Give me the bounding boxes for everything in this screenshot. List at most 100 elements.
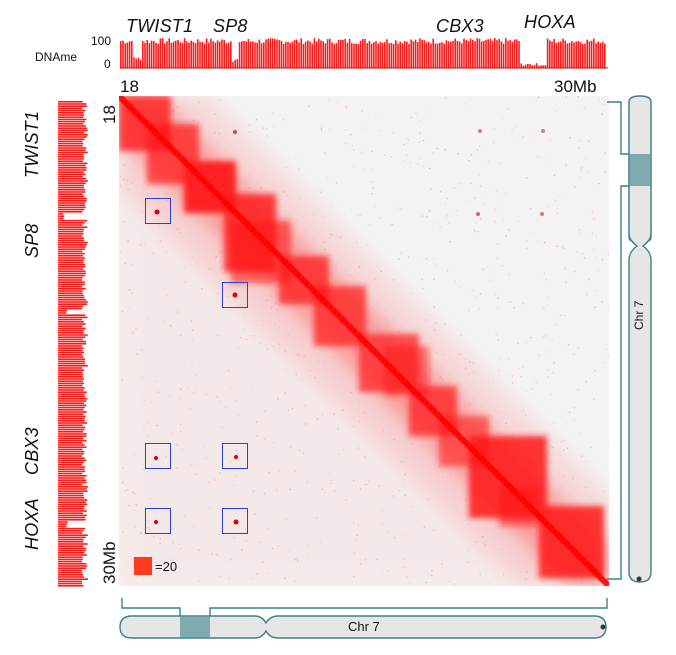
hic-noise-pixel [497, 297, 498, 298]
dnam-left-bar [58, 246, 86, 248]
dnam-left-bar [58, 268, 83, 270]
hic-noise-pixel [490, 280, 491, 281]
hic-noise-pixel [426, 216, 427, 217]
dnam-left-bar [58, 160, 83, 162]
dnam-left-bar [58, 233, 84, 235]
dnam-left-bar [58, 110, 85, 112]
dnam-left-bar [58, 141, 83, 143]
dnam-top-bar [327, 39, 329, 68]
dnam-left-bar [58, 512, 83, 514]
hic-noise-pixel [472, 290, 473, 291]
dnam-top-bar [490, 39, 492, 69]
hic-noise-pixel [566, 97, 567, 98]
dnam-top-bar [454, 39, 456, 68]
dnam-left-bar [58, 468, 85, 470]
hic-noise-pixel [419, 142, 420, 143]
hic-noise-pixel [579, 140, 580, 141]
dnam-top-bar [375, 41, 377, 68]
dnam-top-bar [270, 38, 272, 68]
dnam-top-bar [432, 39, 434, 68]
dnam-top-bar [197, 39, 199, 68]
dnam-top-bar [457, 41, 459, 68]
dnam-left-bar [58, 211, 83, 213]
hic-noise-pixel [220, 99, 221, 100]
dnam-left-bar [58, 187, 84, 189]
dnam-top-bar [175, 41, 177, 68]
dnam-top-bar [314, 38, 316, 68]
hic-noise-pixel [371, 181, 372, 182]
dnam-left-bar [58, 202, 85, 204]
dnam-left-bar [58, 462, 84, 464]
dnam-left-bar [58, 266, 85, 268]
dnam-left-bar [58, 330, 84, 332]
dnam-top-bar [435, 44, 437, 69]
dnam-left-bar [58, 409, 84, 411]
hic-noise-pixel [588, 141, 589, 142]
dnam-top-bar [450, 42, 452, 68]
dnam-top-bar [349, 39, 351, 68]
dnam-left-bar [58, 537, 86, 539]
dnam-left-bar [58, 418, 85, 420]
dnam-top-bar [560, 42, 562, 69]
dnam-top-bar [142, 41, 144, 68]
dnam-top-bar [549, 40, 551, 68]
dnam-left-bar [58, 229, 84, 231]
hic-noise-pixel [454, 188, 455, 189]
dnam-top-bar [584, 44, 586, 68]
dnam-top-bar [514, 40, 516, 69]
hic-noise-pixel [249, 131, 250, 132]
hic-noise-pixel [599, 183, 600, 184]
dnam-left-bar [58, 451, 84, 453]
gene-label-left-cbx3: CBX3 [22, 427, 43, 475]
hic-noise-pixel [546, 351, 547, 352]
dnam-left-bar [58, 156, 84, 158]
hic-noise-pixel [555, 200, 556, 201]
hic-noise-pixel [497, 340, 498, 341]
dnam-top-bar [556, 43, 558, 68]
dnam-top-bar [129, 41, 131, 68]
dnam-top-bar [380, 42, 382, 68]
hic-noise-pixel [507, 108, 508, 109]
chromosome-ideogram-vertical [605, 92, 665, 592]
dnam-top-bar [347, 43, 349, 68]
hic-noise-pixel [594, 370, 595, 371]
hic-noise-pixel [408, 139, 409, 140]
hic-noise-pixel [345, 130, 346, 131]
dnam-top-bar [272, 38, 274, 68]
hic-noise-pixel [529, 136, 530, 137]
dnam-top-bar [164, 43, 166, 68]
dnam-top-bar [325, 43, 327, 68]
dnam-top-bar [215, 43, 217, 68]
hic-noise-pixel [493, 142, 494, 143]
dnam-top-bar [593, 39, 595, 68]
hic-noise-pixel [466, 201, 467, 202]
hic-noise-pixel [373, 188, 374, 189]
hic-noise-pixel [516, 125, 517, 126]
dnam-left-bar [58, 306, 83, 308]
dnam-left-bar [58, 350, 83, 352]
dnam-left-bar [58, 176, 83, 178]
hic-noise-pixel [538, 355, 539, 356]
dnam-left-bar [58, 565, 87, 567]
dnam-left-bar [58, 244, 87, 246]
hic-noise-pixel [478, 308, 479, 309]
hic-noise-pixel [544, 242, 545, 243]
hic-noise-pixel [530, 208, 531, 209]
dnam-left-bar [58, 235, 82, 237]
hic-noise-pixel [352, 145, 353, 146]
dnam-left-bar [58, 127, 87, 129]
dnam-top-bar [243, 41, 245, 68]
dnam-top-bar [492, 41, 494, 68]
dnam-top-bar [199, 42, 201, 68]
zoom-connector-right [210, 598, 607, 616]
hic-noise-pixel [308, 105, 309, 106]
dnam-top-bar [503, 44, 505, 69]
hic-noise-pixel [429, 210, 430, 211]
dnam-top-bar [558, 42, 560, 68]
hic-noise-pixel [356, 242, 357, 243]
hic-noise-pixel [536, 382, 537, 383]
hic-noise-pixel [483, 203, 484, 204]
hic-noise-pixel [411, 293, 412, 294]
hic-noise-pixel [521, 376, 522, 377]
hic-noise-pixel [588, 171, 589, 172]
